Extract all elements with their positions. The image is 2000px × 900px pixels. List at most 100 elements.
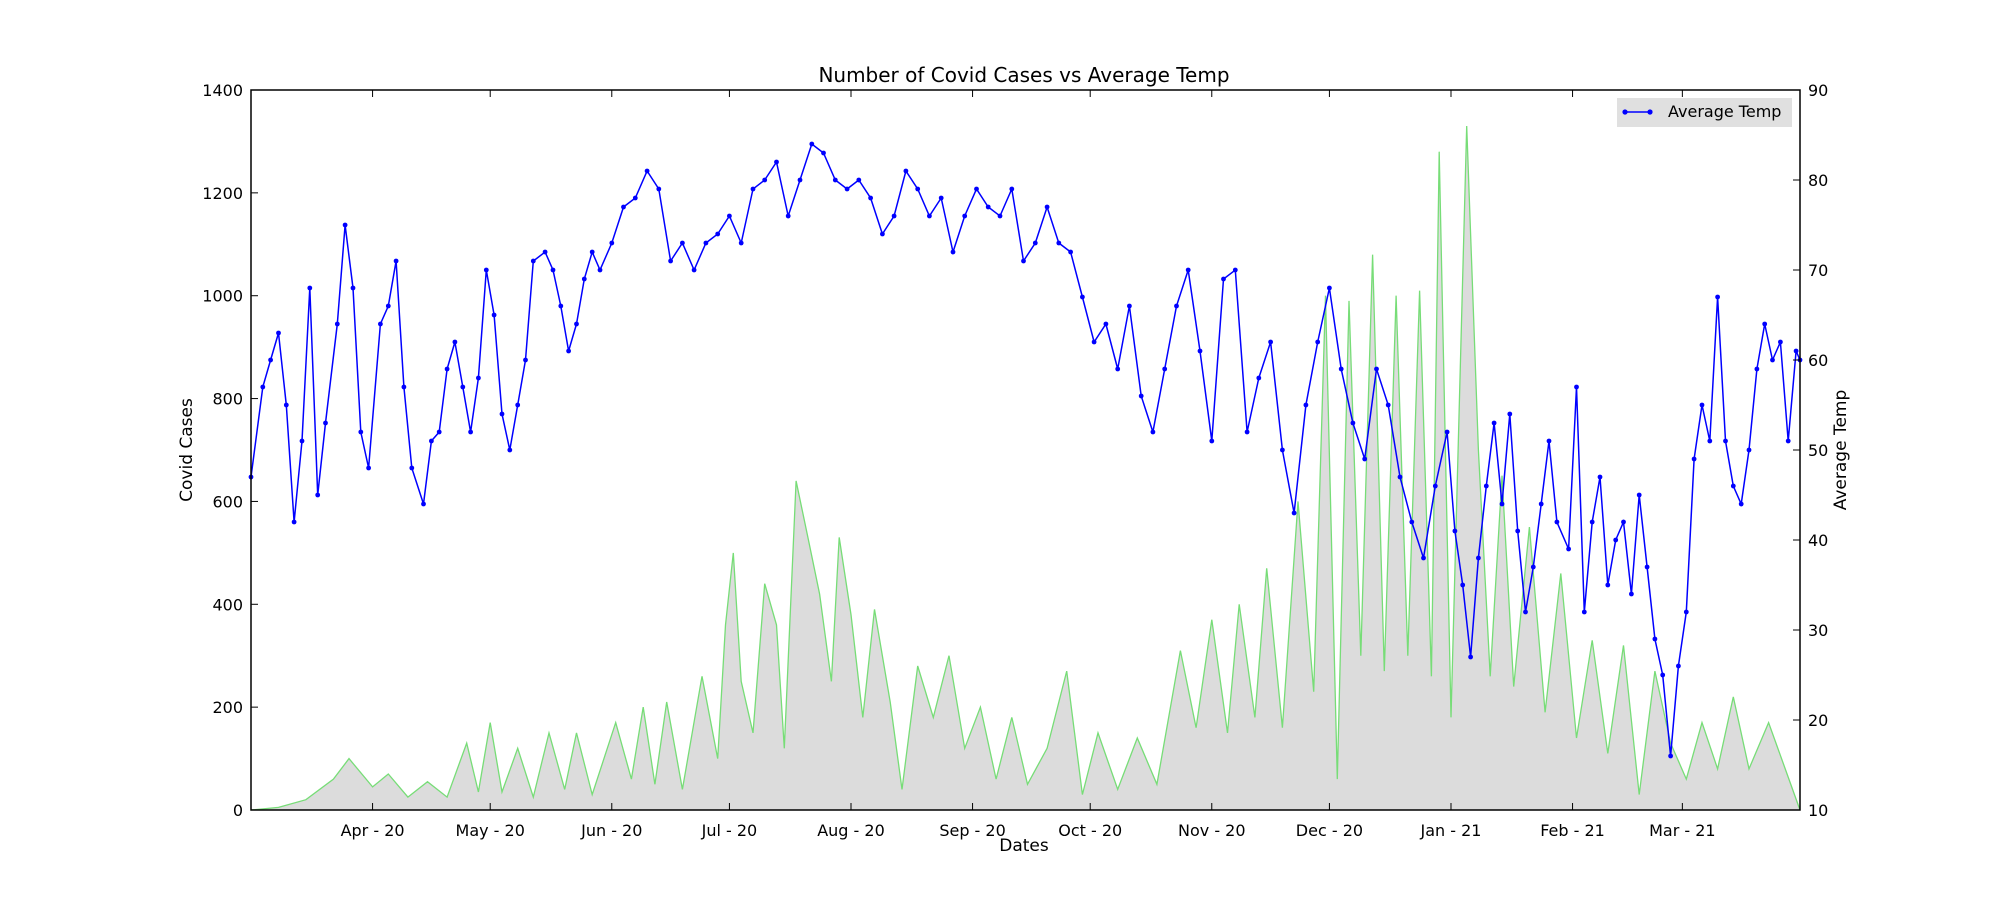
temp-point (1280, 447, 1285, 453)
temp-point (915, 186, 921, 192)
temp-point (1644, 564, 1650, 570)
temp-point (1715, 294, 1720, 300)
temp-point (460, 384, 466, 390)
temp-point (1256, 375, 1262, 381)
x-tick-label: Mar - 21 (1649, 821, 1716, 840)
temp-point (1691, 456, 1697, 462)
temp-point (1793, 348, 1799, 354)
temp-point (558, 303, 564, 309)
temp-point (515, 402, 521, 408)
temp-point (656, 186, 662, 192)
temp-point (1385, 402, 1391, 408)
y-left-tick-label: 800 (212, 390, 243, 409)
temp-point (1636, 492, 1642, 498)
temp-point (1621, 519, 1626, 525)
temp-point (632, 195, 638, 201)
y-right-tick-label: 90 (1808, 81, 1828, 100)
temp-point (1554, 519, 1560, 525)
temp-point (950, 249, 956, 255)
y-right-tick-label: 60 (1808, 351, 1828, 370)
y-right-tick-label: 20 (1808, 711, 1828, 730)
temp-point (962, 213, 968, 219)
temp-point (891, 213, 897, 219)
temp-point (499, 411, 505, 417)
x-tick-label: Feb - 21 (1540, 821, 1605, 840)
temp-point (1009, 186, 1015, 192)
temp-point (821, 150, 826, 156)
temp-point (1056, 240, 1062, 246)
temp-point (715, 231, 721, 237)
temp-point (268, 357, 273, 363)
temp-point (1032, 240, 1038, 246)
temp-point (880, 231, 885, 237)
temp-point (378, 321, 383, 327)
temp-point (1432, 483, 1438, 489)
temp-point (350, 285, 356, 291)
temp-point (691, 267, 697, 273)
temp-point (1613, 537, 1619, 543)
temp-point (927, 213, 932, 219)
x-tick-label: Jan - 21 (1420, 821, 1482, 840)
temp-point (903, 168, 909, 174)
temp-point (1209, 438, 1215, 444)
temp-point (1103, 321, 1109, 327)
temp-point (1629, 591, 1634, 597)
temp-point (774, 159, 779, 165)
y-right-tick-label: 70 (1808, 261, 1828, 280)
y-right-tick-label: 50 (1808, 441, 1828, 460)
temp-point (307, 285, 313, 291)
legend-label: Average Temp (1668, 102, 1781, 121)
cases-area (251, 126, 1800, 810)
legend-point-marker (1622, 109, 1628, 115)
temp-point (1221, 276, 1226, 282)
temp-point (1515, 528, 1521, 534)
y-left-tick-label: 400 (212, 595, 243, 614)
temp-point (1652, 636, 1658, 642)
temp-point (421, 501, 426, 507)
y-right-tick-label: 30 (1808, 621, 1828, 640)
y-left-tick-label: 600 (212, 492, 243, 511)
temp-point (342, 222, 348, 228)
temp-point (1476, 555, 1481, 561)
temp-point (1574, 384, 1579, 390)
temp-point (797, 177, 803, 183)
temp-point (358, 429, 364, 435)
temp-point (299, 438, 305, 444)
temp-point (1746, 447, 1752, 453)
temp-point (1460, 582, 1466, 588)
temp-point (491, 312, 497, 318)
temp-point (523, 357, 528, 363)
y-right-tick-label: 80 (1808, 171, 1828, 190)
x-tick-label: May - 20 (456, 821, 525, 840)
temp-point (507, 447, 513, 453)
temp-point (997, 213, 1003, 219)
temp-point (283, 402, 289, 408)
temp-point (1660, 672, 1666, 678)
temp-point (1597, 474, 1603, 480)
temp-point (1127, 303, 1132, 309)
temp-point (985, 204, 991, 210)
temp-point (832, 177, 838, 183)
temp-point (468, 429, 473, 435)
temp-point (1374, 366, 1379, 372)
y-axis-left-title: Covid Cases (177, 398, 197, 502)
temp-point (1523, 609, 1528, 615)
temp-point (1021, 258, 1026, 264)
temp-point (974, 186, 979, 192)
x-tick-label: Oct - 20 (1058, 821, 1122, 840)
x-tick-label: Jul - 20 (701, 821, 758, 840)
x-tick-label: Apr - 20 (341, 821, 405, 840)
temp-point (1683, 609, 1689, 615)
x-tick-label: Nov - 20 (1178, 821, 1246, 840)
temp-point (1589, 519, 1595, 525)
y-axis-right: 10 20 30 40 50 60 70 80 90 (1793, 81, 1828, 820)
x-axis-title: Dates (999, 836, 1049, 856)
temp-point (1707, 438, 1713, 444)
temp-point (566, 348, 571, 354)
temp-point (1303, 402, 1309, 408)
chart-title: Number of Covid Cases vs Average Temp (818, 63, 1229, 87)
temp-point (1546, 438, 1552, 444)
temp-point (429, 438, 434, 444)
temp-point (1507, 411, 1513, 417)
